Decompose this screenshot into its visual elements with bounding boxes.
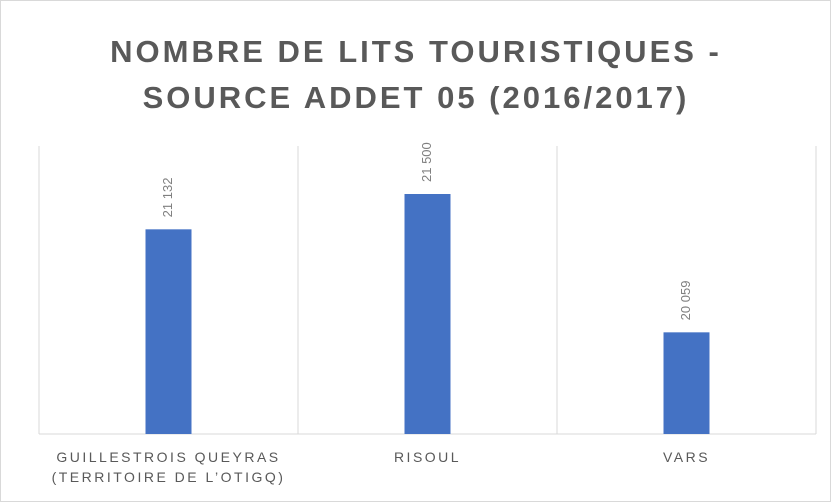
x-tick-label: VARS: [662, 449, 711, 465]
x-tick-label: RISOUL: [393, 449, 462, 465]
data-label: 21 500: [419, 142, 434, 182]
x-tick-label: GUILLESTROIS QUEYRAS (TERRITOIRE DE L’OT…: [51, 449, 286, 485]
bar: [145, 229, 192, 434]
bar: [663, 332, 710, 434]
bar: [404, 194, 451, 434]
data-label: 21 132: [160, 178, 175, 218]
data-label: 20 059: [678, 281, 693, 321]
chart-title: NOMBRE DE LITS TOURISTIQUES - SOURCE ADD…: [110, 34, 722, 115]
